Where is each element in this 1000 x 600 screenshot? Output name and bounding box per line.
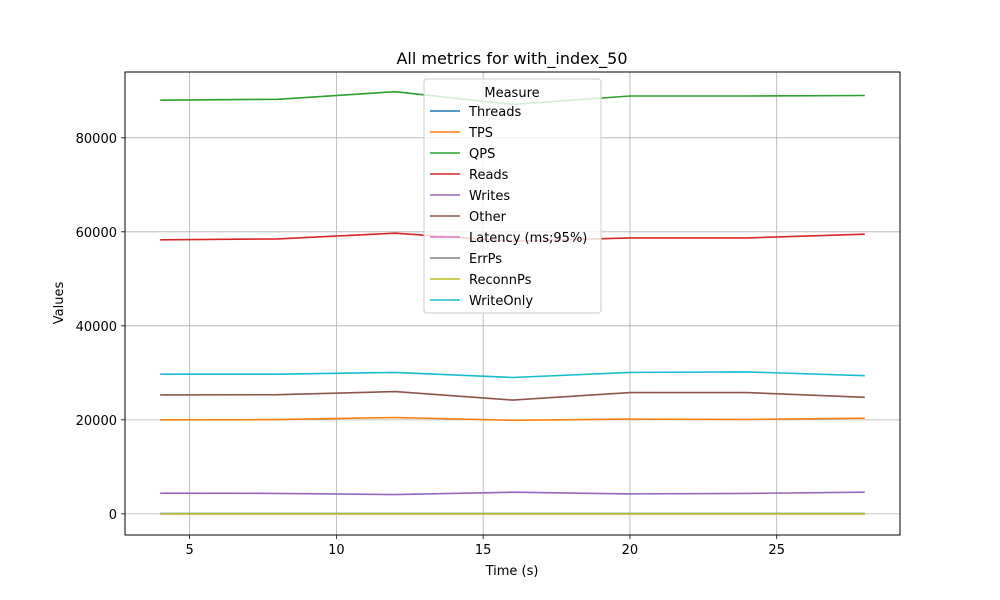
series-line-writeonly [160, 371, 865, 379]
legend-box [423, 78, 602, 314]
legend-entry: Other [430, 210, 507, 225]
y-axis: 0 20000 40000 60000 80000 [76, 132, 125, 523]
x-tick-label: 5 [185, 543, 193, 558]
y-tick-label: 80000 [76, 132, 117, 147]
legend-entry: Writes [430, 189, 510, 204]
legend: Measure Threads TPS QPS Reads Writes Other Lat… [423, 78, 602, 314]
x-tick-label: 15 [475, 543, 492, 558]
y-tick-label: 60000 [76, 226, 117, 241]
legend-label: Writes [469, 189, 510, 204]
x-tick-label: 10 [328, 543, 345, 558]
legend-entry: ReconnPs [430, 273, 532, 288]
legend-title: Measure [484, 86, 539, 101]
legend-label: ReconnPs [469, 273, 532, 288]
x-axis-label: Time (s) [485, 564, 539, 579]
legend-entry: ErrPs [430, 252, 502, 267]
legend-label: Threads [468, 105, 521, 120]
legend-entry: QPS [430, 147, 495, 162]
legend-label: WriteOnly [469, 294, 533, 309]
chart-title: All metrics for with_index_50 [396, 49, 627, 69]
legend-label: QPS [469, 147, 495, 162]
series-line-writes [160, 491, 865, 496]
legend-entry: Threads [430, 105, 521, 120]
legend-entry: WriteOnly [430, 294, 533, 309]
y-tick-label: 0 [109, 508, 117, 523]
series-line-other [160, 390, 865, 401]
legend-label: Latency (ms;95%) [469, 231, 587, 246]
legend-entry: Latency (ms;95%) [430, 231, 587, 246]
x-tick-label: 20 [622, 543, 639, 558]
legend-entry: Reads [430, 168, 509, 183]
legend-entries: Threads TPS QPS Reads Writes Other Latency (ms… [430, 105, 587, 309]
legend-label: ErrPs [469, 252, 502, 267]
legend-label: TPS [468, 126, 493, 141]
y-axis-label: Values [52, 282, 67, 325]
y-tick-label: 20000 [76, 414, 117, 429]
plot-area [124, 71, 901, 536]
y-tick-label: 40000 [76, 320, 117, 335]
legend-label: Reads [469, 168, 509, 183]
legend-entry: TPS [430, 126, 493, 141]
series-line-tps [160, 416, 865, 422]
x-axis: 5 10 15 20 25 [185, 535, 785, 558]
x-tick-label: 25 [768, 543, 785, 558]
legend-label: Other [469, 210, 507, 225]
